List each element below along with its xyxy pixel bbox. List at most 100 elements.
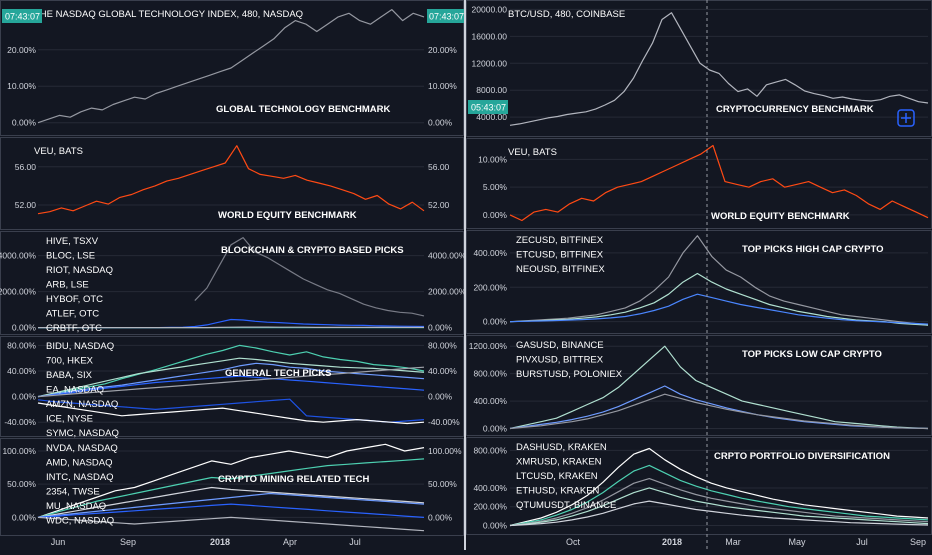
series-line	[37, 375, 425, 398]
y-tick-label-right: 100.00%	[428, 446, 462, 456]
x-tick-label: 2018	[662, 537, 682, 547]
chart-annotation: GLOBAL TECHNOLOGY BENCHMARK	[216, 104, 390, 115]
legend-entry: BLOC, LSE	[46, 251, 95, 262]
y-tick-label: 400.00%	[473, 248, 507, 258]
series-line	[509, 487, 929, 527]
time-badge-right: 07:43:07	[429, 12, 464, 22]
chart-annotation: CRPTO PORTFOLIO DIVERSIFICATION	[714, 451, 890, 462]
y-tick-label: 12000.00	[472, 58, 508, 68]
series-line	[509, 464, 929, 527]
x-tick-label: Apr	[283, 537, 297, 547]
series-line	[38, 326, 424, 329]
x-tick-label: 2018	[210, 537, 230, 547]
pane-divider	[464, 0, 466, 550]
legend-entry: ETHUSD, KRAKEN	[516, 486, 600, 497]
pane-border	[0, 0, 464, 136]
series-line	[509, 478, 929, 527]
legend-entry: BABA, SIX	[46, 370, 93, 381]
y-tick-label: 0.00%	[12, 118, 37, 128]
y-tick-label: 0.00%	[12, 392, 37, 402]
series-line	[37, 443, 425, 518]
y-tick-label-right: 50.00%	[428, 479, 457, 489]
y-tick-label: 2000.00%	[0, 287, 36, 297]
y-tick-label: 100.00%	[2, 446, 36, 456]
chart-annotation: BLOCKCHAIN & CRYPTO BASED PICKS	[221, 245, 404, 256]
legend-entry: XMRUSD, KRAKEN	[516, 457, 602, 468]
legend-entry: LTCUSD, KRAKEN	[516, 471, 598, 482]
y-tick-label: 0.00%	[483, 424, 508, 434]
x-tick-label: Sep	[910, 537, 926, 547]
legend-entry: AMD, NASDAQ	[46, 458, 113, 469]
legend-entry: ETCUSD, BITFINEX	[516, 250, 604, 261]
y-tick-label-right: 2000.00%	[428, 287, 467, 297]
chart-title: BTC/USD, 480, COINBASE	[508, 9, 625, 20]
y-tick-label: 40.00%	[7, 366, 36, 376]
x-tick-label: Jul	[856, 537, 868, 547]
time-badge-bg	[468, 100, 508, 114]
y-tick-label: 0.00%	[483, 210, 508, 220]
y-tick-label: 52.00	[15, 200, 37, 210]
y-tick-label-right: 0.00%	[428, 118, 453, 128]
add-button[interactable]	[897, 109, 915, 127]
legend-entry: WDC, NASDAQ	[46, 516, 114, 527]
y-tick-label: 0.00%	[12, 323, 37, 333]
series-line	[509, 345, 929, 430]
y-tick-label: 800.00%	[473, 445, 507, 455]
y-tick-label: 0.00%	[483, 317, 508, 327]
series-line	[37, 492, 425, 518]
legend-entry: ATLEF, OTC	[46, 309, 99, 320]
series-line	[194, 237, 425, 317]
legend-entry: DASHUSD, KRAKEN	[516, 442, 607, 453]
series-line	[509, 293, 929, 325]
y-tick-label: 0.00%	[483, 520, 508, 530]
chart-title: THE NASDAQ GLOBAL TECHNOLOGY INDEX, 480,…	[34, 9, 303, 20]
pane-border	[0, 137, 464, 230]
x-tick-label: Sep	[120, 537, 136, 547]
y-tick-label: 4000.00	[476, 112, 507, 122]
legend-entry: ARB, LSE	[46, 280, 89, 291]
x-tick-label: May	[788, 537, 806, 547]
x-tick-label: Oct	[566, 537, 581, 547]
series-line	[509, 393, 929, 430]
chart-title: VEU, BATS	[508, 147, 557, 158]
pane-border	[0, 336, 464, 437]
y-tick-label-right: 4000.00%	[428, 251, 467, 261]
legend-entry: NEOUSD, BITFINEX	[516, 264, 605, 275]
y-tick-label: 20.00%	[7, 45, 36, 55]
pane-border	[0, 231, 464, 335]
legend-entry: RIOT, NASDAQ	[46, 265, 113, 276]
series-line	[37, 9, 425, 124]
legend-entry: HIVE, TSXV	[46, 236, 99, 247]
y-tick-label: 56.00	[15, 162, 37, 172]
series-line	[37, 145, 425, 215]
legend-entry: ZECUSD, BITFINEX	[516, 235, 604, 246]
series-line	[37, 503, 425, 518]
y-tick-label: 200.00%	[473, 282, 507, 292]
x-tick-label: Mar	[725, 537, 741, 547]
y-tick-label-right: 40.00%	[428, 366, 457, 376]
series-line	[37, 366, 425, 398]
legend-entry: HYBOF, OTC	[46, 294, 103, 305]
series-line	[37, 344, 425, 398]
y-tick-label: 400.00%	[473, 396, 507, 406]
legend-entry: 700, HKEX	[46, 356, 94, 367]
chart-annotation: WORLD EQUITY BENCHMARK	[218, 210, 357, 221]
time-badge: 05:43:07	[471, 103, 506, 113]
chart-title: VEU, BATS	[34, 146, 83, 157]
legend-entry: AMZN, NASDAQ	[46, 399, 118, 410]
y-tick-label: 5.00%	[483, 182, 508, 192]
legend-entry: NVDA, NASDAQ	[46, 443, 118, 454]
legend-entry: CRBTF, OTC	[46, 323, 102, 334]
y-tick-label: 800.00%	[473, 369, 507, 379]
y-tick-label-right: 0.00%	[428, 512, 453, 522]
legend-entry: INTC, NASDAQ	[46, 472, 114, 483]
y-tick-label: 200.00%	[473, 502, 507, 512]
series-line	[37, 458, 425, 518]
y-tick-label: 0.00%	[12, 512, 37, 522]
pane-border	[0, 438, 464, 536]
time-badge-bg	[2, 9, 42, 23]
x-tick-label: Jun	[51, 537, 66, 547]
series-line	[509, 144, 929, 222]
